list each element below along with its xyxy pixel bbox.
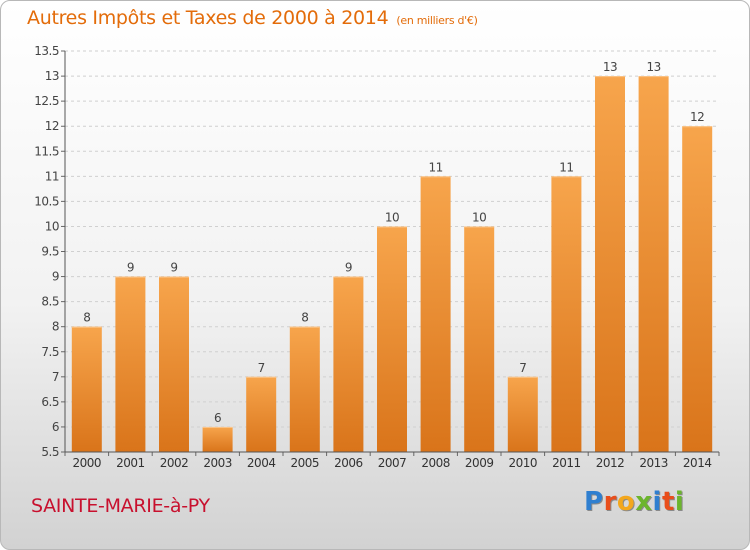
y-tick-label: 12.5 — [34, 94, 59, 108]
x-tick-label-2009: 2009 — [465, 456, 494, 470]
bar-2003 — [202, 426, 233, 452]
logo-letter: i — [674, 487, 685, 517]
x-tick-label-2008: 2008 — [421, 456, 450, 470]
y-tick-label: 11 — [45, 169, 59, 183]
data-label-2002: 9 — [170, 261, 177, 275]
data-label-2011: 11 — [559, 160, 573, 174]
x-tick-label-2001: 2001 — [116, 456, 145, 470]
x-tick-label-2012: 2012 — [596, 456, 625, 470]
logo-letter: P — [584, 487, 604, 517]
y-tick-label: 9.5 — [41, 245, 59, 259]
logo-letter: t — [661, 487, 675, 517]
x-tick-label-2011: 2011 — [552, 456, 581, 470]
logo-letter: i — [652, 487, 662, 517]
data-label-2001: 9 — [127, 261, 134, 275]
title-unit: (en milliers d'€) — [396, 14, 478, 27]
x-tick-label-2000: 2000 — [73, 456, 102, 470]
bar-2007 — [377, 226, 407, 452]
y-tick-label: 7 — [52, 370, 59, 384]
chart-title: Autres Impôts et Taxes de 2000 à 2014 (en… — [27, 7, 478, 29]
y-tick-label: 10.5 — [34, 194, 59, 208]
data-label-2006: 9 — [345, 261, 352, 275]
y-tick-label: 8 — [52, 320, 59, 334]
bar-2006 — [333, 276, 364, 452]
y-tick-label: 13 — [45, 69, 59, 83]
x-tick-label-2004: 2004 — [247, 456, 276, 470]
bar-2013 — [638, 76, 669, 452]
y-tick-label: 10 — [45, 219, 59, 233]
y-tick-label: 6 — [52, 420, 59, 434]
y-tick-label: 9 — [52, 270, 59, 284]
bar-2002 — [159, 276, 189, 452]
bar-2011 — [551, 176, 582, 452]
x-tick-label-2002: 2002 — [160, 456, 189, 470]
bar-2010 — [507, 376, 538, 452]
data-label-2009: 10 — [472, 210, 486, 224]
y-tick-label: 12 — [45, 119, 59, 133]
title-text: Autres Impôts et Taxes de 2000 à 2014 — [27, 7, 389, 29]
bar-2000 — [71, 326, 102, 452]
x-tick-label-2005: 2005 — [291, 456, 320, 470]
bar-2009 — [464, 226, 495, 452]
x-tick-label-2007: 2007 — [378, 456, 407, 470]
bar-2008 — [420, 176, 451, 452]
y-tick-label: 11.5 — [34, 144, 59, 158]
bar-2005 — [289, 326, 320, 452]
data-label-2014: 12 — [690, 110, 704, 124]
data-label-2008: 11 — [428, 160, 442, 174]
data-label-2007: 10 — [385, 210, 399, 224]
x-tick-label-2010: 2010 — [509, 456, 538, 470]
y-tick-label: 7.5 — [41, 345, 59, 359]
proxiti-logo: Proxiti — [584, 487, 684, 517]
town-name: SAINTE-MARIE-à-PY — [31, 495, 210, 517]
data-label-2000: 8 — [83, 311, 90, 325]
x-tick-label-2013: 2013 — [639, 456, 668, 470]
x-tick-label-2003: 2003 — [203, 456, 232, 470]
data-label-2003: 6 — [214, 411, 221, 425]
data-label-2013: 13 — [646, 60, 660, 74]
y-tick-label: 5.5 — [41, 445, 59, 459]
x-tick-label-2014: 2014 — [683, 456, 712, 470]
data-label-2010: 7 — [519, 361, 526, 375]
bar-2012 — [595, 76, 625, 452]
bar-2001 — [115, 276, 146, 452]
logo-letter: x — [635, 487, 653, 517]
x-tick-label-2006: 2006 — [334, 456, 363, 470]
data-label-2005: 8 — [301, 311, 308, 325]
y-tick-label: 13.5 — [34, 44, 59, 58]
logo-letter: r — [603, 487, 617, 517]
data-label-2004: 7 — [258, 361, 265, 375]
data-label-2012: 13 — [603, 60, 617, 74]
logo-letter: o — [616, 487, 636, 517]
bar-2014 — [682, 126, 713, 452]
bar-2004 — [246, 376, 277, 452]
y-tick-label: 8.5 — [41, 295, 59, 309]
y-tick-label: 6.5 — [41, 395, 59, 409]
